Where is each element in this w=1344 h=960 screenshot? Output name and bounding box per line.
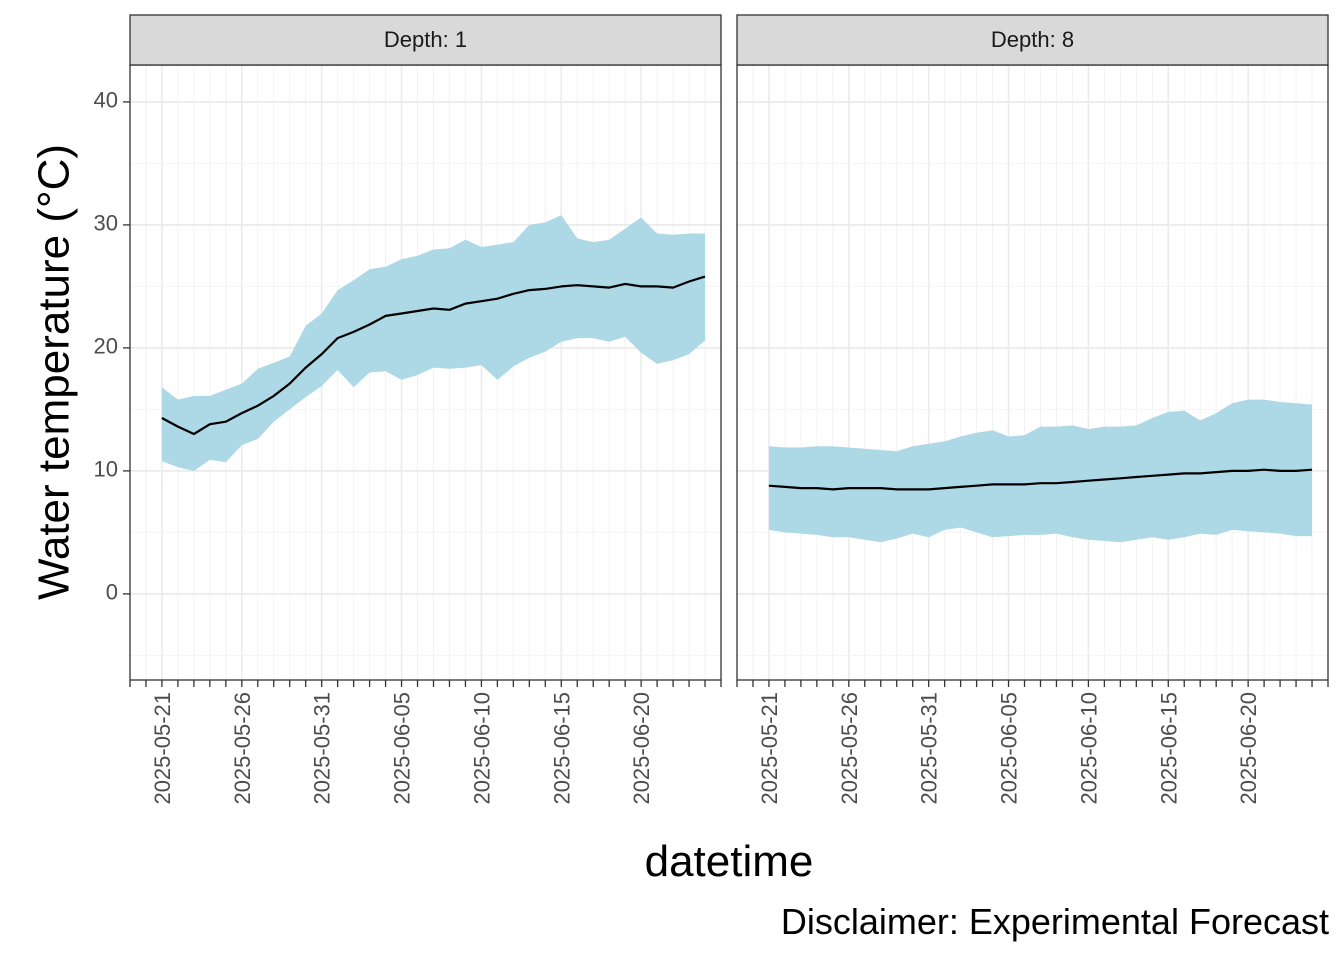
facet-panel: Depth: 8 2025-05-21 2025-05-26 2025-05-31 20… [736, 14, 1329, 805]
x-tick-label: 2025-05-31 [917, 692, 942, 805]
x-tick-label: 2025-06-20 [1236, 692, 1261, 805]
confidence-band [161, 215, 705, 471]
mean-forecast-line [768, 468, 1313, 491]
y-axis-title: Water temperature (°C) [30, 144, 79, 600]
caption: Disclaimer: Experimental Forecast [781, 901, 1329, 942]
mean-forecast-line [161, 275, 706, 436]
y-tick-label: 0 [106, 580, 118, 605]
facet-strip [736, 14, 1329, 66]
x-tick-label: 2025-06-05 [997, 692, 1022, 805]
facet-strip [129, 14, 722, 66]
x-tick-label: 2025-06-10 [1076, 692, 1101, 805]
facet-strip-label: Depth: 1 [384, 27, 467, 52]
facet-panel: Depth: 1 0 10 20 30 40 2025-05-21 2025-05-26 202… [94, 14, 722, 805]
confidence-band [768, 399, 1312, 543]
x-tick-label: 2025-06-05 [390, 692, 415, 805]
y-tick-label: 10 [94, 457, 118, 482]
y-tick-label: 20 [94, 334, 118, 359]
panel-background [737, 65, 1328, 680]
x-axis-title: datetime [645, 837, 814, 886]
x-tick-label: 2025-05-21 [757, 692, 782, 805]
facet-strip-label: Depth: 8 [991, 27, 1074, 52]
x-tick-label: 2025-06-15 [1156, 692, 1181, 805]
x-tick-label: 2025-05-21 [150, 692, 175, 805]
y-tick-label: 40 [94, 88, 118, 113]
y-tick-label: 30 [94, 211, 118, 236]
x-tick-label: 2025-06-20 [629, 692, 654, 805]
x-tick-label: 2025-06-10 [469, 692, 494, 805]
facet-panels: Depth: 1 0 10 20 30 40 2025-05-21 2025-05-26 202… [94, 14, 1329, 805]
x-tick-label: 2025-05-26 [837, 692, 862, 805]
x-tick-label: 2025-05-31 [310, 692, 335, 805]
panel-background [130, 65, 721, 680]
x-tick-label: 2025-05-26 [230, 692, 255, 805]
x-tick-label: 2025-06-15 [549, 692, 574, 805]
